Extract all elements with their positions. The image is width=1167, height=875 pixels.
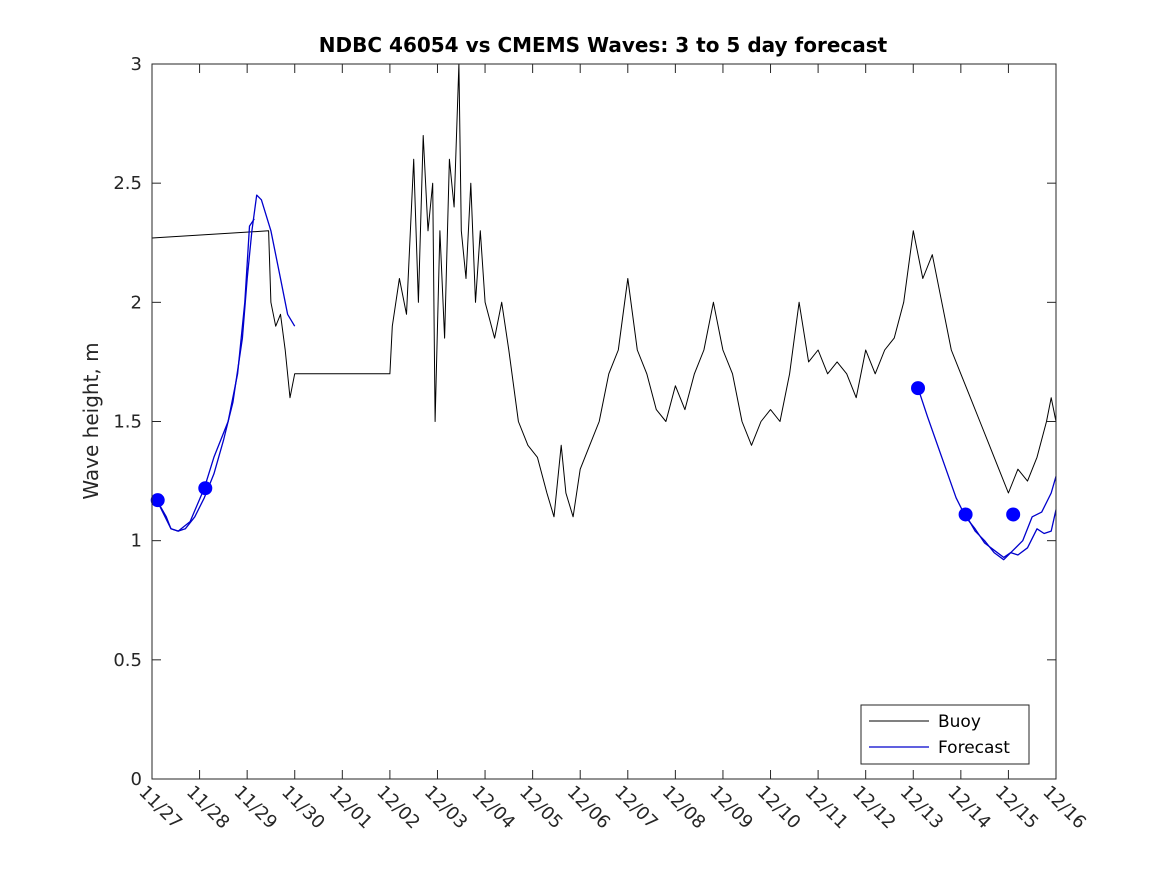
forecast-start-marker <box>198 481 213 496</box>
y-tick-label: 3 <box>131 54 142 75</box>
chart-title: NDBC 46054 vs CMEMS Waves: 3 to 5 day fo… <box>319 33 888 57</box>
legend-forecast-label: Forecast <box>938 738 1010 758</box>
y-tick-label: 1 <box>131 531 142 552</box>
buoy-series-line <box>151 63 1057 518</box>
plot-area <box>152 64 1056 779</box>
y-tick-label: 1.5 <box>113 412 142 433</box>
legend: Buoy Forecast <box>860 704 1030 765</box>
forecast-series-line <box>156 218 255 532</box>
forecast-series-line <box>965 476 1057 561</box>
plot-lines <box>151 63 1057 561</box>
y-tick-label: 2 <box>131 292 142 313</box>
y-tick-label: 0 <box>131 769 142 790</box>
forecast-start-marker <box>958 507 973 522</box>
forecast-series-line <box>917 387 1057 559</box>
forecast-start-marker <box>1006 507 1021 522</box>
forecast-start-marker <box>911 381 926 396</box>
axes-box <box>151 63 1057 780</box>
y-axis-label: Wave height, m <box>79 342 103 499</box>
y-tick-label: 0.5 <box>113 650 142 671</box>
plot-markers <box>150 381 1021 522</box>
legend-buoy-label: Buoy <box>938 712 981 732</box>
forecast-start-marker <box>150 493 165 508</box>
y-tick-label: 2.5 <box>113 173 142 194</box>
legend-box <box>860 704 1030 765</box>
